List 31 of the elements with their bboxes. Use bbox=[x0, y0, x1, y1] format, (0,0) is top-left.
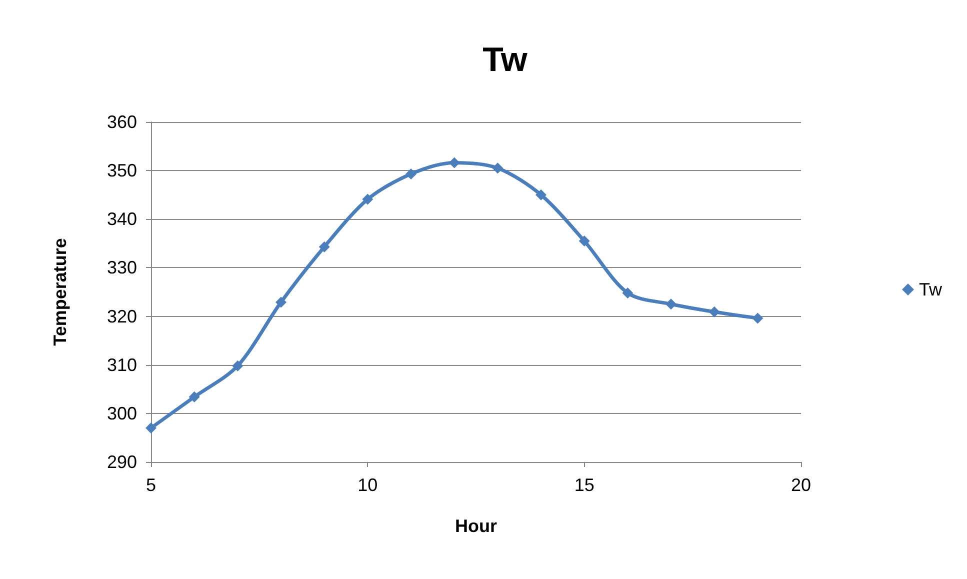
point bbox=[146, 422, 156, 434]
y-axis-title: Temperature bbox=[50, 238, 70, 346]
y-tick-label: 360 bbox=[106, 112, 137, 132]
point bbox=[666, 298, 676, 310]
y-tick-label: 300 bbox=[106, 403, 137, 424]
x-tick-label: 20 bbox=[790, 475, 812, 495]
point bbox=[578, 236, 590, 246]
point bbox=[536, 189, 546, 200]
point bbox=[406, 168, 416, 180]
point bbox=[362, 194, 374, 205]
x-axis-title: Hour bbox=[455, 516, 497, 536]
y-tick-label: 310 bbox=[106, 354, 137, 375]
point bbox=[188, 391, 200, 402]
point bbox=[276, 296, 286, 308]
point bbox=[708, 306, 720, 318]
point bbox=[232, 360, 244, 372]
x-tick-label: 5 bbox=[146, 475, 156, 495]
y-tick-label: 320 bbox=[106, 306, 137, 326]
point bbox=[448, 157, 460, 168]
point bbox=[622, 287, 634, 298]
chart-title: Tw bbox=[482, 41, 528, 79]
y-tick-label: 340 bbox=[106, 209, 137, 230]
y-tick-label: 290 bbox=[106, 452, 137, 472]
legend-label: Tw bbox=[919, 280, 943, 300]
point bbox=[492, 162, 504, 174]
point bbox=[318, 241, 330, 252]
y-tick-label: 350 bbox=[106, 160, 137, 181]
x-tick-label: 10 bbox=[358, 475, 378, 495]
y-tick-label: 330 bbox=[106, 258, 137, 278]
x-tick-label: 15 bbox=[574, 475, 594, 495]
point bbox=[752, 312, 764, 324]
